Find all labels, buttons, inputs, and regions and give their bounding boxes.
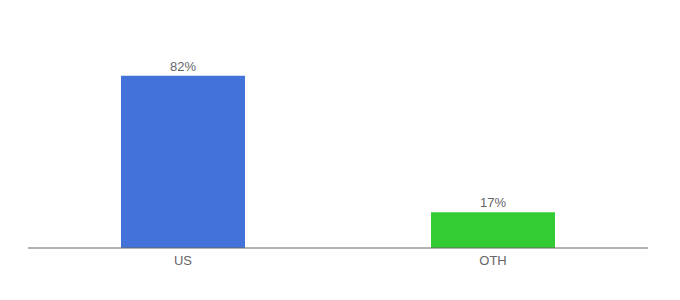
- svg-text:82%: 82%: [170, 59, 196, 74]
- svg-text:US: US: [174, 253, 192, 268]
- svg-text:OTH: OTH: [479, 253, 506, 268]
- svg-text:17%: 17%: [480, 195, 506, 210]
